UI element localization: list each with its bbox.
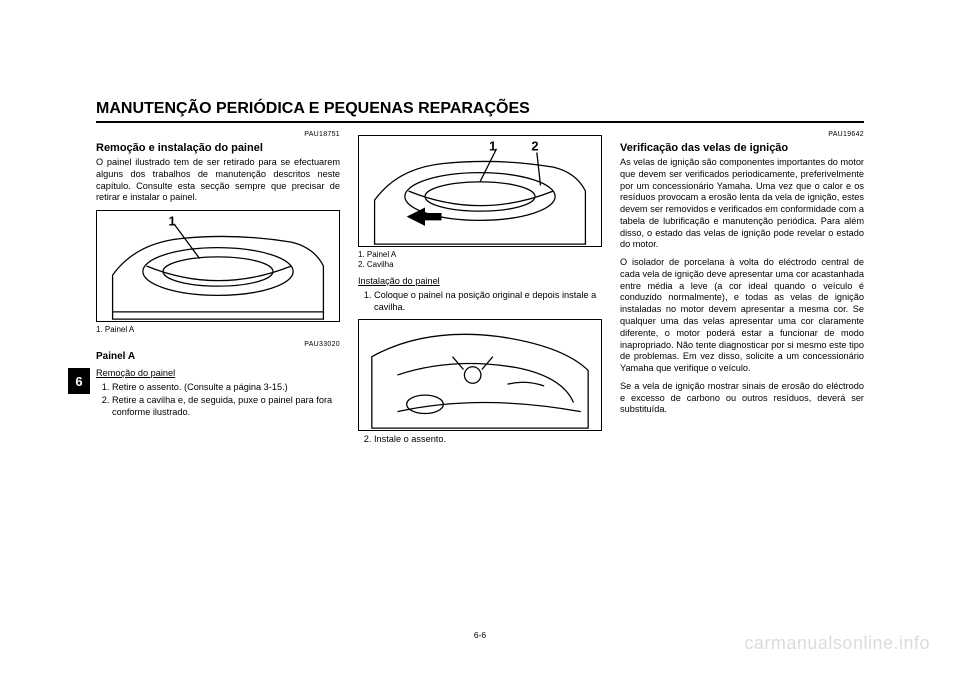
- chapter-title: MANUTENÇÃO PERIÓDICA E PEQUENAS REPARAÇÕ…: [96, 100, 864, 123]
- procedure-heading: Instalação do painel: [358, 276, 602, 288]
- figure-panel-removal: 1: [96, 210, 340, 322]
- ref-code: PAU19642: [620, 131, 864, 140]
- section-heading: Remoção e instalação do painel: [96, 141, 340, 155]
- callout-1: 1: [489, 139, 496, 154]
- watermark: carmanualsonline.info: [744, 633, 930, 654]
- caption-line: 2. Cavilha: [358, 260, 394, 269]
- paragraph: Se a vela de ignição mostrar sinais de e…: [620, 381, 864, 416]
- subsection-heading: Painel A: [96, 351, 340, 364]
- column-2: 1 2 1. Painel A 2. Cavilha Instalação do…: [358, 131, 602, 452]
- procedure-steps: Instale o assento.: [358, 434, 602, 446]
- procedure-steps: Coloque o painel na posição original e d…: [358, 290, 602, 314]
- step: Coloque o painel na posição original e d…: [374, 290, 602, 314]
- callout-1: 1: [169, 214, 176, 229]
- figure-panel-install: [358, 319, 602, 431]
- ref-code: PAU33020: [96, 341, 340, 350]
- caption-line: 1. Painel A: [358, 250, 396, 259]
- callout-2: 2: [531, 139, 538, 154]
- step: Retire a cavilha e, de seguida, puxe o p…: [112, 395, 340, 419]
- figure-caption: 1. Painel A 2. Cavilha: [358, 250, 602, 270]
- figure-caption: 1. Painel A: [96, 325, 340, 335]
- paragraph: O isolador de porcelana à volta do eléct…: [620, 257, 864, 375]
- columns: PAU18751 Remoção e instalação do painel …: [96, 131, 864, 452]
- figure-panel-pin: 1 2: [358, 135, 602, 247]
- procedure-heading: Remoção do painel: [96, 368, 340, 380]
- procedure-steps: Retire o assento. (Consulte a página 3-1…: [96, 382, 340, 419]
- column-1: PAU18751 Remoção e instalação do painel …: [96, 131, 340, 452]
- step: Retire o assento. (Consulte a página 3-1…: [112, 382, 340, 394]
- chapter-tab: 6: [68, 368, 90, 394]
- page-content: MANUTENÇÃO PERIÓDICA E PEQUENAS REPARAÇÕ…: [96, 100, 864, 452]
- column-3: PAU19642 Verificação das velas de igniçã…: [620, 131, 864, 452]
- ref-code: PAU18751: [96, 131, 340, 140]
- paragraph: As velas de ignição são componentes impo…: [620, 157, 864, 251]
- section-heading: Verificação das velas de ignição: [620, 141, 864, 155]
- step: Instale o assento.: [374, 434, 602, 446]
- paragraph: O painel ilustrado tem de ser retirado p…: [96, 157, 340, 204]
